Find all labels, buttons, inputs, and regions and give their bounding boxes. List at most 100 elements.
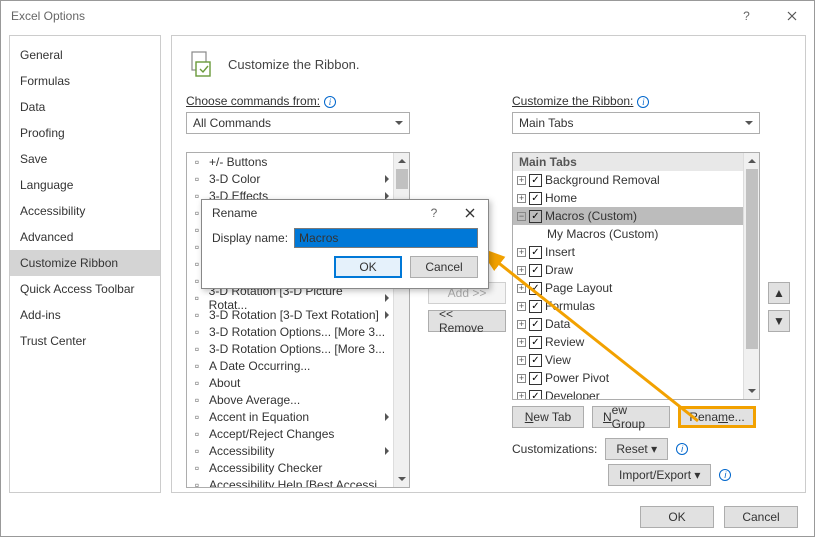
checkbox[interactable] — [529, 210, 542, 223]
checkbox[interactable] — [529, 390, 542, 400]
ribbon-icon — [186, 48, 218, 80]
checkbox[interactable] — [529, 282, 542, 295]
display-name-input[interactable]: Macros — [294, 228, 478, 248]
dialog-ok-button[interactable]: OK — [334, 256, 402, 278]
new-group-button[interactable]: New Group — [592, 406, 670, 428]
info-icon[interactable]: i — [637, 96, 649, 108]
tree-item[interactable]: +Page Layout — [513, 279, 743, 297]
command-icon: ▫ — [189, 358, 205, 374]
tree-item[interactable]: −Macros (Custom) — [513, 207, 743, 225]
expand-icon[interactable]: + — [517, 338, 526, 347]
sidebar-item[interactable]: Accessibility — [10, 198, 160, 224]
tree-item[interactable]: +Insert — [513, 243, 743, 261]
command-label: Accessibility Help [Best Accessi... — [209, 478, 387, 488]
page-title: Customize the Ribbon. — [228, 57, 360, 72]
expand-icon[interactable]: + — [517, 392, 526, 400]
checkbox[interactable] — [529, 192, 542, 205]
sidebar-item[interactable]: Formulas — [10, 68, 160, 94]
command-item[interactable]: ▫Accept/Reject Changes — [187, 425, 393, 442]
dialog-close-button[interactable] — [452, 200, 488, 226]
tree-item[interactable]: +Draw — [513, 261, 743, 279]
checkbox[interactable] — [529, 354, 542, 367]
tree-item[interactable]: +View — [513, 351, 743, 369]
checkbox[interactable] — [529, 372, 542, 385]
command-label: 3-D Rotation [3-D Text Rotation] — [209, 308, 379, 322]
command-icon: ▫ — [189, 392, 205, 408]
command-item[interactable]: ▫+/- Buttons — [187, 153, 393, 170]
expand-icon[interactable]: + — [517, 248, 526, 257]
customizations-label: Customizations: — [512, 442, 597, 456]
new-tab-button[interactable]: New Tab — [512, 406, 584, 428]
sidebar-item[interactable]: General — [10, 42, 160, 68]
command-item[interactable]: ▫About — [187, 374, 393, 391]
command-item[interactable]: ▫A Date Occurring... — [187, 357, 393, 374]
command-item[interactable]: ▫Accessibility Help [Best Accessi... — [187, 476, 393, 487]
expand-icon[interactable]: + — [517, 194, 526, 203]
expand-icon[interactable]: − — [517, 212, 526, 221]
sidebar-item[interactable]: Proofing — [10, 120, 160, 146]
tree-item[interactable]: +Home — [513, 189, 743, 207]
tree-item[interactable]: +Power Pivot — [513, 369, 743, 387]
scrollbar[interactable] — [743, 153, 759, 399]
command-item[interactable]: ▫3-D Rotation Options... [More 3... — [187, 323, 393, 340]
import-export-button[interactable]: Import/Export ▾ — [608, 464, 711, 486]
command-item[interactable]: ▫Accessibility — [187, 442, 393, 459]
expand-icon[interactable]: + — [517, 374, 526, 383]
expand-icon[interactable]: + — [517, 284, 526, 293]
command-label: 3-D Color — [209, 172, 260, 186]
tree-label: My Macros (Custom) — [547, 227, 658, 241]
dialog-help-button[interactable]: ? — [416, 200, 452, 226]
cancel-button[interactable]: Cancel — [724, 506, 798, 528]
ok-button[interactable]: OK — [640, 506, 714, 528]
command-item[interactable]: ▫3-D Rotation Options... [More 3... — [187, 340, 393, 357]
checkbox[interactable] — [529, 264, 542, 277]
rename-button[interactable]: Rename... — [678, 406, 756, 428]
checkbox[interactable] — [529, 246, 542, 259]
command-item[interactable]: ▫3-D Rotation [3-D Picture Rotat... — [187, 289, 393, 306]
expand-icon[interactable]: + — [517, 176, 526, 185]
sidebar-item[interactable]: Add-ins — [10, 302, 160, 328]
command-item[interactable]: ▫Accessibility Checker — [187, 459, 393, 476]
sidebar-item[interactable]: Customize Ribbon — [10, 250, 160, 276]
checkbox[interactable] — [529, 300, 542, 313]
sidebar-item[interactable]: Save — [10, 146, 160, 172]
tree-item[interactable]: +Formulas — [513, 297, 743, 315]
tree-item[interactable]: +Data — [513, 315, 743, 333]
ribbon-target-dropdown[interactable]: Main Tabs — [512, 112, 760, 134]
commands-from-dropdown[interactable]: All Commands — [186, 112, 410, 134]
close-button[interactable] — [769, 1, 814, 31]
reset-button[interactable]: Reset ▾ — [605, 438, 668, 460]
tree-item[interactable]: +Review — [513, 333, 743, 351]
command-item[interactable]: ▫ 3-D Color — [187, 170, 393, 187]
tree-item[interactable]: +Developer — [513, 387, 743, 399]
sidebar-item[interactable]: Advanced — [10, 224, 160, 250]
ribbon-tabs-tree[interactable]: Main Tabs +Background Removal+Home−Macro… — [512, 152, 760, 400]
command-item[interactable]: ▫Above Average... — [187, 391, 393, 408]
info-icon[interactable]: i — [719, 469, 731, 481]
tree-item[interactable]: +Background Removal — [513, 171, 743, 189]
move-down-button[interactable]: ▼ — [768, 310, 790, 332]
submenu-icon — [385, 311, 389, 319]
checkbox[interactable] — [529, 336, 542, 349]
sidebar-item[interactable]: Quick Access Toolbar — [10, 276, 160, 302]
info-icon[interactable]: i — [676, 443, 688, 455]
dialog-cancel-button[interactable]: Cancel — [410, 256, 478, 278]
checkbox[interactable] — [529, 174, 542, 187]
expand-icon[interactable]: + — [517, 356, 526, 365]
command-item[interactable]: ▫3-D Rotation [3-D Text Rotation] — [187, 306, 393, 323]
checkbox[interactable] — [529, 318, 542, 331]
tree-item[interactable]: My Macros (Custom) — [513, 225, 743, 243]
sidebar-item[interactable]: Language — [10, 172, 160, 198]
help-button[interactable]: ? — [724, 1, 769, 31]
remove-button[interactable]: << Remove — [428, 310, 506, 332]
expand-icon[interactable]: + — [517, 266, 526, 275]
move-up-button[interactable]: ▲ — [768, 282, 790, 304]
command-icon: ▫ — [189, 171, 205, 187]
expand-icon[interactable]: + — [517, 302, 526, 311]
sidebar-item[interactable]: Trust Center — [10, 328, 160, 354]
command-item[interactable]: ▫Accent in Equation — [187, 408, 393, 425]
expand-icon[interactable]: + — [517, 320, 526, 329]
command-icon: ▫ — [189, 426, 205, 442]
sidebar-item[interactable]: Data — [10, 94, 160, 120]
info-icon[interactable]: i — [324, 96, 336, 108]
